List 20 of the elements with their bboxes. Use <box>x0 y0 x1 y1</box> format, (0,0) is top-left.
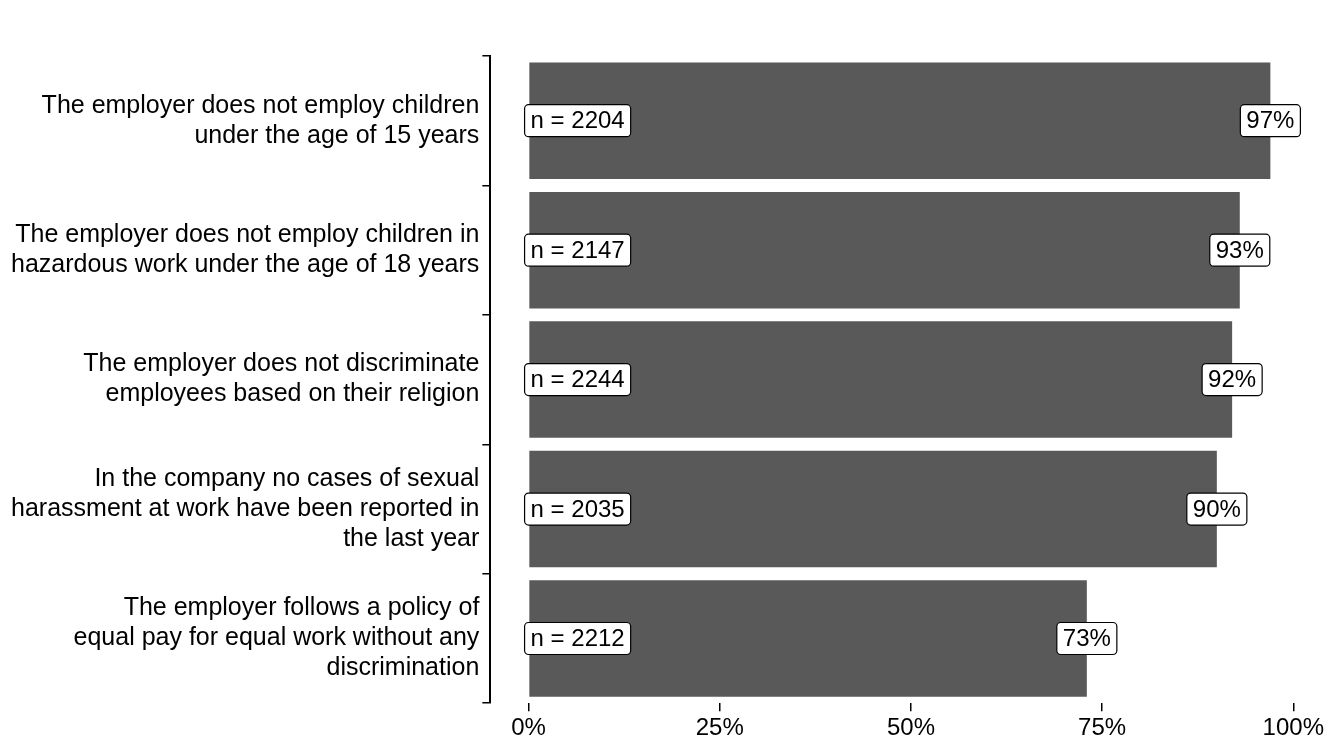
x-tick-label: 50% <box>886 713 935 741</box>
data-label: 92% <box>1208 365 1257 393</box>
y-tick-label: The employer does not employ children in hazardous work under the age of 18 years <box>10 219 480 278</box>
annotation: n = 2035 <box>530 494 625 522</box>
y-tick-label: The employer does not employ children under the age of 15 years <box>41 89 480 148</box>
data-label: 97% <box>1246 106 1295 134</box>
x-tick-label: 100% <box>1262 713 1324 741</box>
data-label: 73% <box>1062 624 1111 652</box>
annotation: n = 2204 <box>530 106 625 134</box>
x-tick-label: 75% <box>1078 713 1127 741</box>
y-tick-label: The employer does not discriminate employees based on their religion <box>83 348 480 407</box>
data-label: 90% <box>1192 494 1241 522</box>
annotation: n = 2244 <box>530 365 625 393</box>
data-label: 93% <box>1215 235 1264 263</box>
x-tick-label: 0% <box>511 713 546 741</box>
annotation: n = 2147 <box>530 235 625 263</box>
x-tick-label: 25% <box>695 713 744 741</box>
y-tick-label: The employer follows a policy of equal pay for equal work without any discrimination <box>73 592 480 681</box>
annotation: n = 2212 <box>530 624 625 652</box>
y-tick-label: In the company no cases of sexual harassment at work have been reported in the last year <box>11 462 480 551</box>
